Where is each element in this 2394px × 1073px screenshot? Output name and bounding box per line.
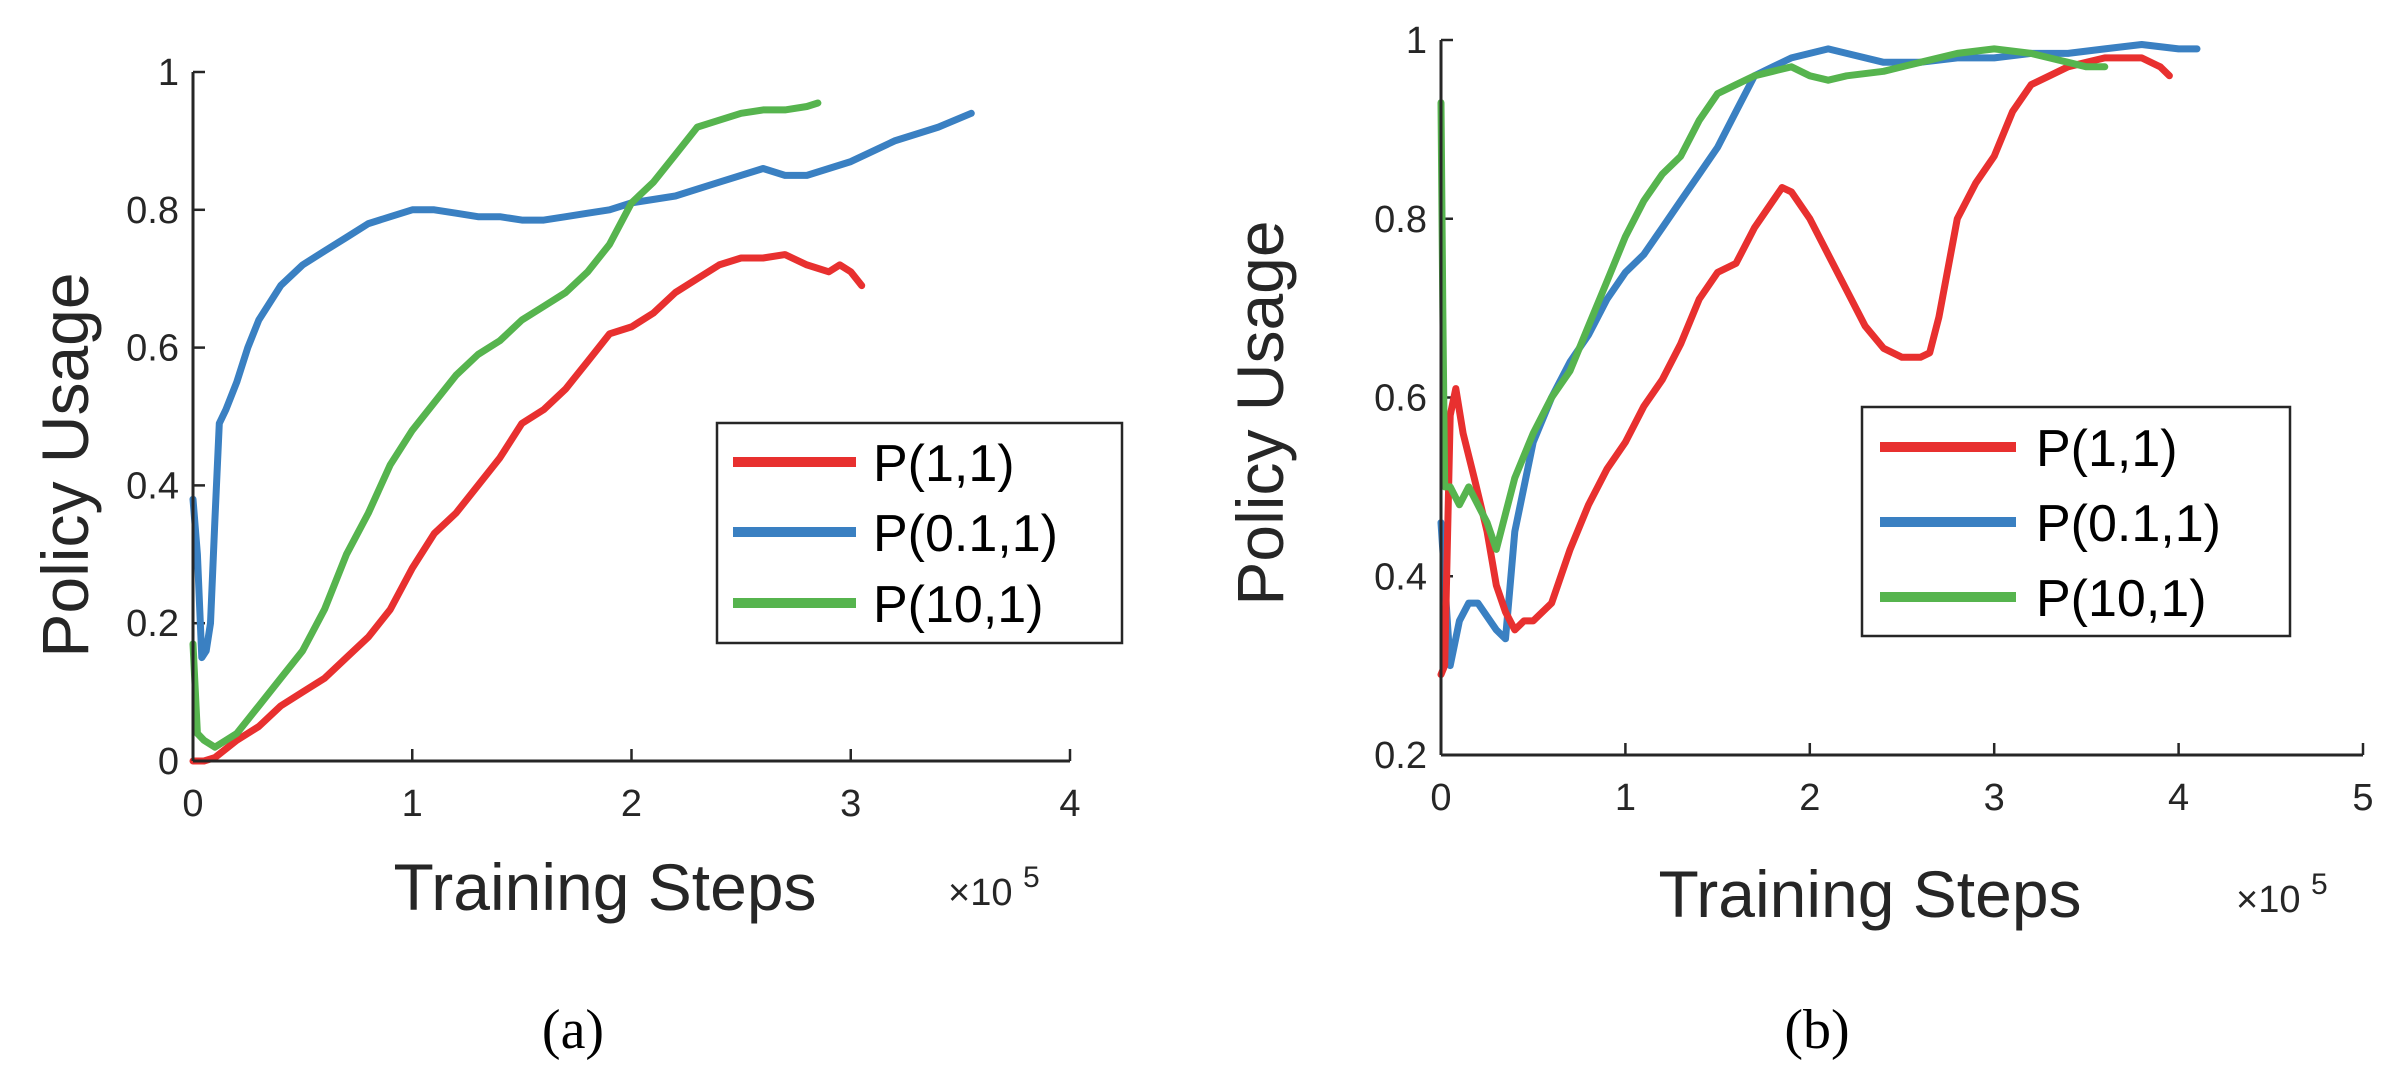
legend-label-p-10-1: P(10,1): [873, 576, 1044, 634]
x-tick-label: 1: [402, 783, 423, 825]
x-tick-labels: 0 1 2 3 4: [182, 783, 1080, 825]
legend: P(1,1) P(0.1,1) P(10,1): [1860, 405, 2292, 638]
x-multiplier: ×10 5: [2236, 868, 2328, 921]
legend-label-p-1-1: P(1,1): [873, 435, 1015, 493]
series-lines: [1437, 41, 2201, 679]
series-line-p-0.1-1-: [189, 109, 975, 662]
x-tick-label: 4: [2168, 777, 2189, 819]
y-tick-label: 0.2: [1374, 735, 1427, 777]
tick-marks: [1439, 38, 2365, 757]
series-lines: [189, 99, 975, 765]
y-tick-label: 1: [1406, 20, 1427, 62]
y-tick-labels: 0 0.2 0.4 0.6 0.8 1: [126, 52, 179, 783]
chart-panel-b: Policy Usage 0.2 0.4 0.6 0.8 1 0 1 2 3 4 5 Traini…: [1223, 20, 2374, 1061]
legend-label-p-10-1: P(10,1): [2036, 570, 2207, 628]
y-tick-label: 0.8: [126, 190, 179, 232]
y-tick-labels: 0.2 0.4 0.6 0.8 1: [1374, 20, 1427, 777]
series-line-p-1-1-: [1437, 54, 2173, 679]
x-tick-label: 3: [1984, 777, 2005, 819]
series-line-p-1-1-: [189, 251, 866, 765]
caption-b: (b): [1784, 999, 1849, 1061]
legend-label-p-1-1: P(1,1): [2036, 420, 2178, 478]
x-multiplier: ×10 5: [948, 861, 1040, 914]
x-multiplier-exponent: 5: [2311, 868, 2328, 901]
x-axis-label: Training Steps: [393, 850, 816, 924]
y-axis-label: Policy Usage: [28, 272, 102, 657]
y-axis-label: Policy Usage: [1223, 220, 1297, 605]
y-tick-label: 0: [158, 741, 179, 783]
chart-panel-a: Policy Usage 0 0.2 0.4 0.6 0.8 1 0 1 2 3 4 Traini…: [28, 52, 1124, 1061]
x-axis-label: Training Steps: [1658, 857, 2081, 931]
x-tick-label: 1: [1615, 777, 1636, 819]
y-tick-label: 0.8: [1374, 199, 1427, 241]
x-tick-label: 2: [1799, 777, 1820, 819]
series-line-p-10-1-: [1437, 45, 2109, 553]
caption-a: (a): [542, 999, 604, 1061]
x-multiplier-base: ×10: [948, 872, 1012, 914]
legend-label-p-0.1-1: P(0.1,1): [873, 505, 1058, 563]
y-tick-label: 0.6: [126, 328, 179, 370]
x-tick-label: 4: [1059, 783, 1080, 825]
y-tick-label: 0.4: [1374, 556, 1427, 598]
y-tick-label: 0.4: [126, 465, 179, 507]
x-tick-label: 3: [840, 783, 861, 825]
x-tick-label: 0: [182, 783, 203, 825]
legend: P(1,1) P(0.1,1) P(10,1): [715, 421, 1124, 645]
tick-marks: [191, 70, 1072, 763]
x-multiplier-exponent: 5: [1023, 861, 1040, 894]
series-line-p-10-1-: [189, 99, 822, 751]
y-tick-label: 0.6: [1374, 378, 1427, 420]
legend-label-p-0.1-1: P(0.1,1): [2036, 495, 2221, 553]
x-tick-label: 2: [621, 783, 642, 825]
series-line-p-0.1-1-: [1437, 41, 2201, 670]
x-tick-labels: 0 1 2 3 4 5: [1430, 777, 2373, 819]
y-tick-label: 1: [158, 52, 179, 94]
x-tick-label: 0: [1430, 777, 1451, 819]
x-multiplier-base: ×10: [2236, 879, 2300, 921]
x-tick-label: 5: [2352, 777, 2373, 819]
y-tick-label: 0.2: [126, 603, 179, 645]
